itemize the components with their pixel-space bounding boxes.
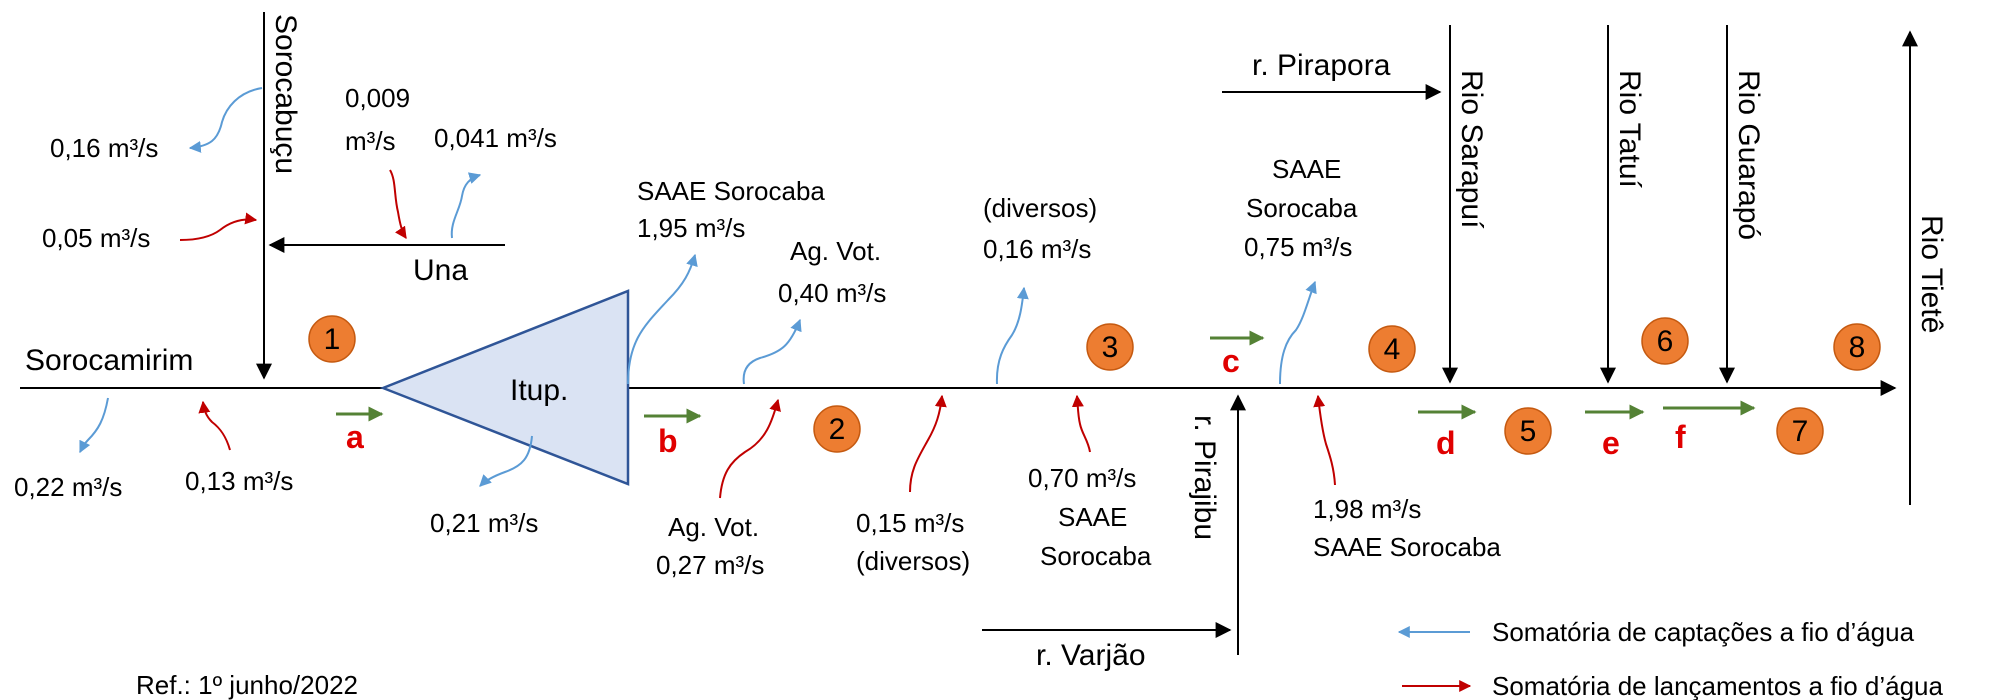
discharge-arrow-agvot-027 <box>719 398 781 499</box>
svg-text:8: 8 <box>1849 331 1866 364</box>
svg-text:7: 7 <box>1792 415 1809 448</box>
sorocabucu-label: Sorocabuçu <box>269 14 302 174</box>
svg-text:2: 2 <box>829 413 846 446</box>
flow-label-agvot027-line2: 0,27 m³/s <box>656 550 764 580</box>
svg-text:3: 3 <box>1102 331 1119 364</box>
una-label: Una <box>413 254 468 287</box>
flow-label-saae070-line2: SAAE <box>1058 502 1127 532</box>
tiete-label: Rio Tietê <box>1915 215 1948 333</box>
station-2: 2 <box>813 405 861 453</box>
flow-label-agvot040-line2: 0,40 m³/s <box>778 278 886 308</box>
svg-text:6: 6 <box>1657 325 1674 358</box>
flow-label-005-sorocabucu: 0,05 m³/s <box>42 223 150 253</box>
discharge-arrow-una <box>389 169 407 239</box>
station-7: 7 <box>1776 407 1824 455</box>
point-letter-f: f <box>1675 419 1686 455</box>
varjao-label: r. Varjão <box>1036 639 1146 672</box>
station-8: 8 <box>1833 323 1881 371</box>
flow-label-0009-una-line2: m³/s <box>345 126 396 156</box>
reference-date: Ref.: 1º junho/2022 <box>136 670 358 700</box>
sarapui-label: Rio Sarapuí <box>1455 70 1488 229</box>
flow-label-saae075-line1: SAAE <box>1272 154 1341 184</box>
station-3: 3 <box>1086 323 1134 371</box>
svg-text:1: 1 <box>324 323 341 356</box>
station-5: 5 <box>1504 407 1552 455</box>
flow-label-saae198-line2: SAAE Sorocaba <box>1313 532 1501 562</box>
withdrawal-arrow-sorocabucu <box>188 87 263 153</box>
svg-text:5: 5 <box>1520 415 1537 448</box>
point-letter-b: b <box>658 423 678 459</box>
point-letter-d: d <box>1436 425 1456 461</box>
flow-label-saae198-line1: 1,98 m³/s <box>1313 494 1421 524</box>
discharge-arrow-sorocabucu <box>179 212 258 241</box>
flow-label-saae075-line3: 0,75 m³/s <box>1244 232 1352 262</box>
flow-label-div015-line1: 0,15 m³/s <box>856 508 964 538</box>
flow-label-saae075-line2: Sorocaba <box>1246 193 1358 223</box>
point-letter-c: c <box>1222 343 1240 379</box>
discharge-arrow-sorocamirim <box>198 400 231 451</box>
point-letter-a: a <box>346 419 364 455</box>
flow-label-agvot040-line1: Ag. Vot. <box>790 236 881 266</box>
legend-withdrawal-label: Somatória de captações a fio d’água <box>1492 617 1915 647</box>
withdrawal-arrow-diversos-016 <box>995 286 1029 385</box>
flow-label-div016-line1: (diversos) <box>983 193 1097 223</box>
withdrawal-arrow-reservoir <box>479 435 533 487</box>
flow-label-0009-una-line1: 0,009 <box>345 83 410 113</box>
flow-label-0041-una: 0,041 m³/s <box>434 123 557 153</box>
flow-label-016-sorocabucu: 0,16 m³/s <box>50 133 158 163</box>
flow-label-agvot027-line1: Ag. Vot. <box>668 512 759 542</box>
discharge-arrow-saae-070 <box>1071 394 1091 453</box>
flow-label-saae070-line3: Sorocaba <box>1040 541 1152 571</box>
station-4: 4 <box>1368 325 1416 373</box>
pirapora-label: r. Pirapora <box>1252 49 1391 82</box>
withdrawal-arrow-una <box>450 172 482 239</box>
flow-label-saae195-line2: 1,95 m³/s <box>637 213 745 243</box>
reservoir-label: Itup. <box>510 374 568 407</box>
flow-label-021: 0,21 m³/s <box>430 508 538 538</box>
tatui-label: Rio Tatuí <box>1613 70 1646 189</box>
withdrawal-arrow-saae-075 <box>1279 280 1317 385</box>
discharge-arrow-diversos-015 <box>909 394 947 493</box>
point-letter-e: e <box>1602 425 1620 461</box>
guarapo-label: Rio Guarapó <box>1732 70 1765 240</box>
legend-discharge-label: Somatória de lançamentos a fio d’água <box>1492 671 1943 700</box>
flow-label-013: 0,13 m³/s <box>185 466 293 496</box>
flow-label-div015-line2: (diversos) <box>856 546 970 576</box>
withdrawal-arrow-saae-195 <box>627 253 698 385</box>
flow-label-022: 0,22 m³/s <box>14 472 122 502</box>
withdrawal-arrow-sorocamirim <box>79 397 109 454</box>
legend: Somatória de captações a fio d’água Soma… <box>1397 617 1943 700</box>
discharge-arrow-saae-198 <box>1313 394 1336 486</box>
flow-label-saae070-line1: 0,70 m³/s <box>1028 463 1136 493</box>
station-1: 1 <box>308 315 356 363</box>
flow-label-saae195-line1: SAAE Sorocaba <box>637 176 825 206</box>
station-6: 6 <box>1641 317 1689 365</box>
svg-text:4: 4 <box>1384 333 1401 366</box>
sorocamirim-label: Sorocamirim <box>25 344 193 377</box>
itupararanga-reservoir <box>379 289 630 486</box>
flow-label-div016-line2: 0,16 m³/s <box>983 234 1091 264</box>
withdrawal-arrow-agvot-040 <box>742 318 802 385</box>
pirajibu-label: r. Pirajibu <box>1188 415 1221 540</box>
